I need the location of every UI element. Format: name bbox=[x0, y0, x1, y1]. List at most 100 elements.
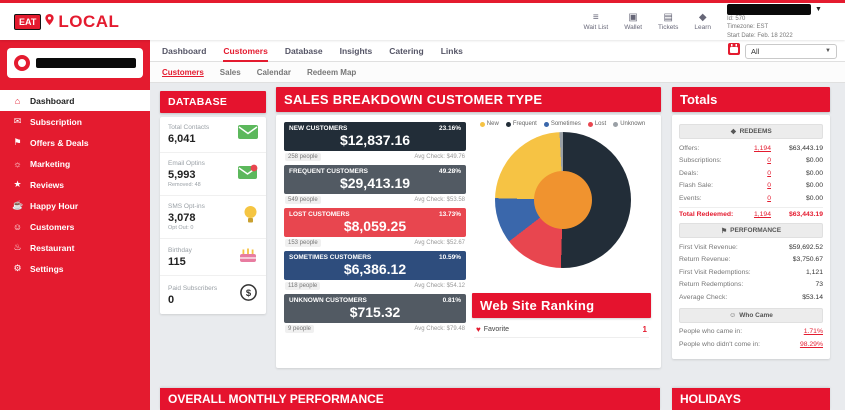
legend-unknown[interactable]: Unknown bbox=[613, 121, 645, 127]
redeem-row-events: Events: 0 $0.00 bbox=[679, 194, 823, 202]
top-accent-bar bbox=[0, 0, 845, 3]
perf-row-first-visit-redemptions: First Visit Redemptions: 1,121 bbox=[679, 268, 823, 276]
account-start-date: Start Date: Feb. 18 2022 bbox=[727, 32, 793, 39]
account-id: Id: 570 bbox=[727, 15, 746, 22]
subtab-redeem-map[interactable]: Redeem Map bbox=[306, 67, 357, 77]
date-filter-value: All bbox=[751, 46, 760, 56]
learn-icon: ◆ bbox=[698, 12, 707, 23]
wallet-label: Wallet bbox=[624, 24, 643, 31]
subscription-icon: ✉ bbox=[13, 116, 22, 126]
totals-card: ❖ REDEEMS Offers: 1,194 $63,443.19 Subsc… bbox=[672, 115, 830, 359]
header-action-learn[interactable]: ◆ Learn bbox=[694, 12, 711, 31]
people-count: 118 people bbox=[285, 282, 321, 290]
settings-icon: ⚙ bbox=[13, 263, 22, 273]
sidebar: ⌂ Dashboard ✉ Subscription ⚑ Offers & De… bbox=[0, 40, 150, 410]
happy-hour-icon: ☕ bbox=[12, 200, 24, 210]
learn-label: Learn bbox=[694, 24, 711, 31]
overall-monthly-performance-title: OVERALL MONTHLY PERFORMANCE bbox=[160, 388, 660, 410]
brand-logo[interactable]: EAT LOCAL bbox=[0, 12, 150, 32]
envelope-alert-icon bbox=[238, 164, 258, 185]
sidebar-item-settings[interactable]: ⚙ Settings bbox=[13, 263, 64, 274]
account-timezone: Timezone: EST bbox=[727, 24, 769, 31]
performance-section-header: ⚑ PERFORMANCE bbox=[679, 223, 823, 238]
who-came-icon: ☺ bbox=[729, 311, 737, 319]
row-frequent-customers: FREQUENT CUSTOMERS 49.28% $29,413.19 549 … bbox=[284, 165, 466, 208]
business-profile-card[interactable] bbox=[7, 48, 143, 78]
didnt-come-in-percent-link[interactable]: 98.29% bbox=[799, 340, 823, 348]
tickets-label: Tickets bbox=[658, 24, 679, 31]
sidebar-item-restaurant[interactable]: ♨ Restaurant bbox=[13, 242, 75, 253]
sidebar-menu: ⌂ Dashboard ✉ Subscription ⚑ Offers & De… bbox=[0, 90, 150, 279]
tab-customers[interactable]: Customers bbox=[223, 40, 268, 62]
redeem-row-total: Total Redeemed: 1,194 $63,443.19 bbox=[679, 206, 823, 220]
header-action-wallet[interactable]: ▣ Wallet bbox=[624, 12, 642, 31]
envelope-icon bbox=[238, 124, 258, 145]
offers-count-link[interactable]: 1,194 bbox=[753, 144, 771, 152]
redeem-row-flash-sale: Flash Sale: 0 $0.00 bbox=[679, 182, 823, 190]
flash-sale-count-link[interactable]: 0 bbox=[767, 182, 771, 190]
svg-text:$: $ bbox=[246, 288, 252, 299]
dollar-icon: $ bbox=[239, 283, 258, 307]
who-row-didnt-come-in: People who didn't come in: 98.29% bbox=[679, 340, 823, 348]
tab-links[interactable]: Links bbox=[440, 45, 463, 56]
donut-chart[interactable] bbox=[494, 132, 631, 268]
sidebar-item-happy-hour[interactable]: ☕ Happy Hour bbox=[12, 200, 79, 211]
subtab-customers[interactable]: Customers bbox=[162, 67, 204, 77]
business-logo bbox=[14, 55, 30, 71]
stat-email-optins: Email Optins 5,993 Removed: 48 bbox=[160, 153, 266, 196]
top-bar: EAT LOCAL ≡ Wait List ▣ Wallet ▤ Tickets… bbox=[0, 3, 845, 40]
sidebar-item-reviews[interactable]: ★ Reviews bbox=[13, 179, 65, 190]
heart-icon: ♥ bbox=[476, 325, 481, 334]
marketing-icon: ☼ bbox=[13, 158, 22, 169]
header-action-tickets[interactable]: ▤ Tickets bbox=[658, 12, 678, 31]
people-count: 549 people bbox=[285, 196, 321, 204]
tab-dashboard[interactable]: Dashboard bbox=[162, 45, 207, 56]
sales-card: NEW CUSTOMERS 23.16% $12,837.16 258 peopl… bbox=[276, 115, 661, 368]
avg-check: Avg Check: $52.67 bbox=[414, 240, 465, 246]
deals-count-link[interactable]: 0 bbox=[767, 169, 771, 177]
tab-catering[interactable]: Catering bbox=[389, 45, 424, 56]
redacted-business-name bbox=[36, 58, 136, 68]
wallet-icon: ▣ bbox=[628, 12, 638, 23]
header-action-wait-list[interactable]: ≡ Wait List bbox=[584, 12, 609, 31]
legend-lost[interactable]: Lost bbox=[587, 121, 606, 127]
tab-insights[interactable]: Insights bbox=[339, 45, 373, 56]
legend-new[interactable]: New bbox=[479, 121, 499, 127]
account-menu[interactable]: ▼ Id: 570 Timezone: EST Start Date: Feb.… bbox=[727, 3, 837, 41]
subtab-calendar[interactable]: Calendar bbox=[256, 67, 291, 77]
redeem-row-offers: Offers: 1,194 $63,443.19 bbox=[679, 144, 823, 152]
location-pin-icon bbox=[44, 13, 55, 31]
events-count-link[interactable]: 0 bbox=[767, 194, 771, 202]
tickets-icon: ▤ bbox=[663, 12, 673, 23]
brand-local-text: LOCAL bbox=[58, 11, 120, 31]
calendar-icon[interactable] bbox=[728, 42, 740, 60]
subtab-sales[interactable]: Sales bbox=[219, 67, 241, 77]
reviews-icon: ★ bbox=[13, 179, 22, 189]
select-caret-icon: ▼ bbox=[825, 48, 831, 54]
dashboard-icon: ⌂ bbox=[14, 95, 21, 106]
subscriptions-count-link[interactable]: 0 bbox=[767, 157, 771, 165]
sidebar-item-offers-deals[interactable]: ⚑ Offers & Deals bbox=[13, 137, 89, 148]
sidebar-item-subscription[interactable]: ✉ Subscription bbox=[13, 116, 82, 127]
chevron-down-icon: ▼ bbox=[815, 5, 822, 13]
row-unknown-customers: UNKNOWN CUSTOMERS 0.81% $715.32 9 people A… bbox=[284, 294, 466, 337]
sidebar-item-dashboard[interactable]: ⌂ Dashboard bbox=[0, 90, 150, 111]
avg-check: Avg Check: $79.48 bbox=[414, 326, 465, 332]
legend-sometimes[interactable]: Sometimes bbox=[543, 121, 581, 127]
database-panel-title: DATABASE bbox=[160, 91, 266, 113]
who-came-section-header: ☺ Who Came bbox=[679, 307, 823, 323]
who-row-came-in: People who came in: 1.71% bbox=[679, 328, 823, 336]
sidebar-item-marketing[interactable]: ☼ Marketing bbox=[13, 158, 71, 169]
website-ranking-title: Web Site Ranking bbox=[472, 293, 651, 318]
date-filter-select[interactable]: All ▼ bbox=[745, 43, 837, 59]
customers-icon: ☺ bbox=[12, 221, 23, 232]
stat-paid-subscribers: Paid Subscribers 0 $ bbox=[160, 276, 266, 314]
total-redeemed-count-link[interactable]: 1,194 bbox=[753, 210, 771, 218]
legend-frequent[interactable]: Frequent bbox=[505, 121, 537, 127]
totals-panel: Totals ❖ REDEEMS Offers: 1,194 $63,443.1… bbox=[672, 87, 830, 359]
sidebar-item-customers[interactable]: ☺ Customers bbox=[12, 221, 75, 232]
tab-database[interactable]: Database bbox=[284, 45, 323, 56]
birthday-cake-icon bbox=[238, 246, 258, 268]
came-in-percent-link[interactable]: 1.71% bbox=[803, 328, 823, 336]
sales-breakdown-panel: SALES BREAKDOWN CUSTOMER TYPE NEW CUSTOM… bbox=[276, 87, 661, 368]
